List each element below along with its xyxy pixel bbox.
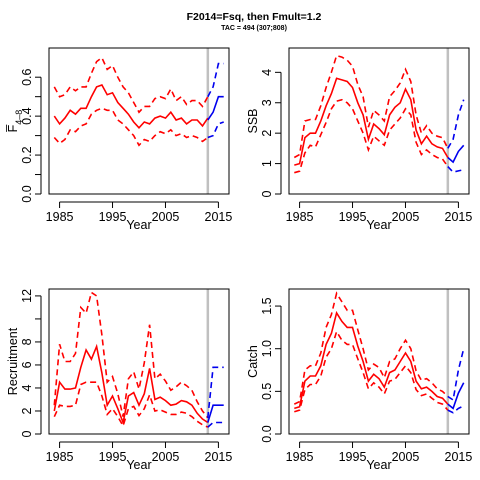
- proj-lower-line: [447, 166, 464, 173]
- hist-median-line: [294, 77, 449, 166]
- y-tick-label: 8: [20, 338, 34, 345]
- y-tick-label: 0: [260, 190, 274, 197]
- proj-median-line: [447, 144, 465, 164]
- x-tick-label: 2015: [445, 450, 473, 464]
- panel-catch: 1985 1995 2005 2015 Year 0.0 0.5 1.0 1.5 Catch: [246, 288, 473, 472]
- x-tick-label: 2005: [152, 450, 180, 464]
- x-axis-label: Year: [126, 458, 151, 472]
- hist-median-line: [294, 310, 449, 410]
- y-tick-label: 1.5: [260, 297, 274, 314]
- plot-frame: [288, 288, 470, 435]
- x-axis-label: Year: [366, 218, 391, 232]
- y-axis: 0 1 2 3 4: [260, 69, 282, 197]
- panel-ssb: 1985 1995 2005 2015 Year 0 1 2 3 4 SSB: [246, 47, 473, 232]
- y-tick-label: 0.0: [260, 425, 274, 442]
- y-tick-label: 0.5: [260, 383, 274, 400]
- y-axis: 0.0 0.5 1.0 1.5: [260, 297, 282, 443]
- y-axis-label: Catch: [246, 345, 260, 378]
- proj-lower-line: [207, 121, 224, 139]
- figure-title: F2014=Fsq, then Fmult=1.2: [187, 11, 322, 23]
- proj-lower-line: [447, 405, 465, 414]
- y-tick-label: 1.0: [260, 340, 274, 357]
- plot-frame: [48, 288, 230, 435]
- x-tick-label: 1995: [99, 450, 127, 464]
- y-axis-label-subscript: 4–8: [14, 110, 24, 125]
- y-axis: 0.0 0.2 0.4 0.6: [20, 68, 42, 203]
- y-tick-label: 12: [20, 289, 34, 303]
- y-tick-label: 0.4: [20, 107, 34, 124]
- x-axis: 1985 1995 2005 2015: [286, 201, 473, 224]
- plot-frame: [288, 47, 470, 195]
- proj-median-line: [207, 404, 224, 423]
- panel-f: 1985 1995 2005 2015 Year 0.0 0.2 0.4 0.6 F̅4–8: [6, 47, 233, 232]
- hist-median-line: [53, 343, 209, 426]
- x-tick-label: 1985: [286, 450, 314, 464]
- x-tick-label: 1995: [339, 450, 367, 464]
- x-tick-label: 2005: [152, 210, 180, 224]
- x-tick-label: 1985: [46, 210, 74, 224]
- x-tick-label: 1995: [99, 210, 127, 224]
- hist-median-line: [53, 84, 209, 129]
- x-axis: 1985 1995 2005 2015: [46, 201, 233, 224]
- y-tick-label: 0: [20, 430, 34, 437]
- panel-recruitment: 1985 1995 2005 2015 Year 0 2 4 6 8 12 Recruitment: [6, 288, 233, 472]
- hist-upper-line: [293, 54, 449, 159]
- panels: 1985 1995 2005 2015Year0.00.20.40.6F̅4–8198…: [6, 47, 473, 472]
- proj-median-line: [207, 95, 224, 121]
- figure-subtitle: TAC = 494 (307;808): [221, 25, 287, 32]
- y-tick-label: 1: [260, 160, 274, 167]
- x-tick-label: 1995: [339, 210, 367, 224]
- hist-upper-line: [293, 291, 449, 405]
- y-tick-label: 0.2: [20, 146, 34, 163]
- x-tick-label: 2015: [205, 210, 233, 224]
- proj-upper-line: [207, 62, 224, 98]
- proj-lower-line: [207, 421, 224, 428]
- y-axis-label: F̅4–8: [6, 110, 24, 133]
- y-axis-label: Recruitment: [6, 327, 20, 395]
- y-tick-label: 2: [20, 407, 34, 414]
- y-tick-label: 0.6: [20, 68, 34, 85]
- proj-upper-line: [447, 348, 465, 402]
- y-tick-label: 2: [260, 130, 274, 137]
- plot-frame: [48, 47, 230, 195]
- y-tick-label: 4: [20, 384, 34, 391]
- x-tick-label: 2015: [205, 450, 233, 464]
- proj-upper-line: [447, 99, 465, 149]
- x-axis-label: Year: [366, 458, 391, 472]
- proj-upper-line: [207, 366, 224, 418]
- y-tick-label: 0.0: [20, 185, 34, 202]
- x-tick-label: 2005: [392, 210, 420, 224]
- hist-upper-line: [53, 291, 209, 419]
- y-tick-label: 3: [260, 99, 274, 106]
- x-tick-label: 2015: [445, 210, 473, 224]
- x-tick-label: 2005: [392, 450, 420, 464]
- hist-lower-line: [294, 329, 449, 413]
- hist-upper-line: [53, 56, 209, 114]
- hist-lower-line: [53, 381, 209, 428]
- proj-median-line: [447, 382, 465, 410]
- x-axis: 1985 1995 2005 2015: [286, 441, 473, 464]
- hist-lower-line: [294, 98, 449, 174]
- y-tick-label: 6: [20, 361, 34, 368]
- hist-lower-line: [53, 107, 209, 147]
- x-tick-label: 1985: [46, 450, 74, 464]
- x-axis-label: Year: [126, 218, 151, 232]
- y-tick-label: 4: [260, 69, 274, 76]
- y-axis-label: SSB: [246, 108, 260, 133]
- x-tick-label: 1985: [286, 210, 314, 224]
- x-axis: 1985 1995 2005 2015: [46, 441, 233, 464]
- y-axis: 0 2 4 6 8 12: [20, 289, 42, 437]
